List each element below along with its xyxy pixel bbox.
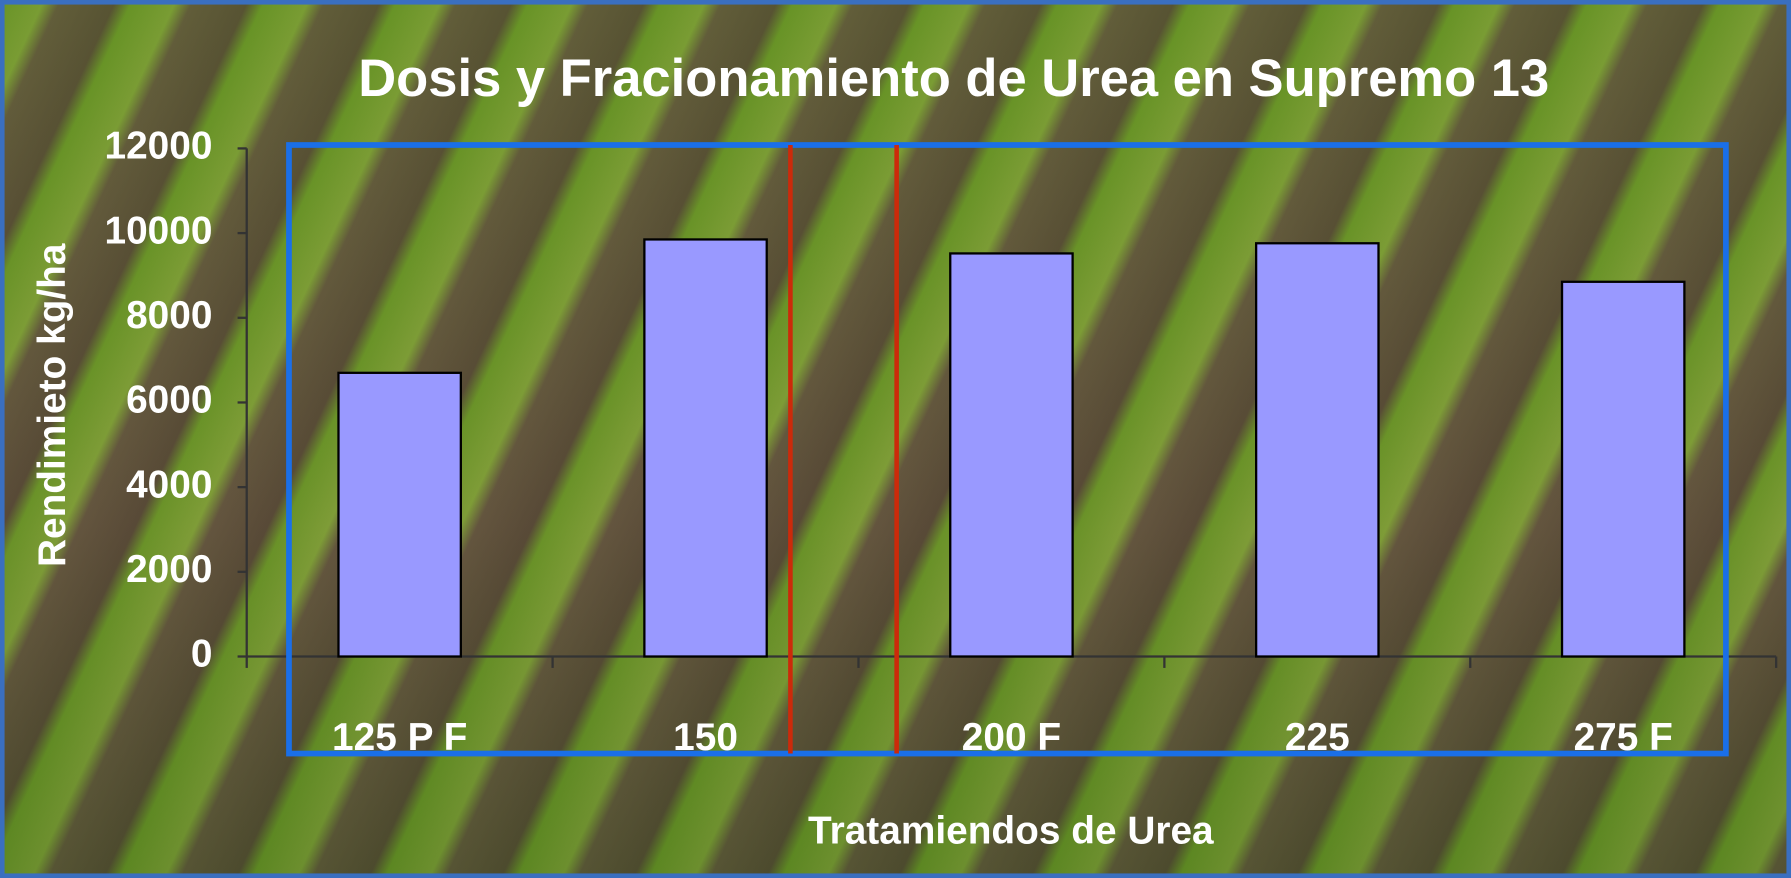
y-tick-label: 10000: [104, 209, 212, 252]
chart-title: Dosis y Fracionamiento de Urea en Suprem…: [358, 49, 1549, 108]
y-tick-label: 0: [191, 633, 213, 676]
x-axis-label: Tratamiendos de Urea: [808, 810, 1214, 853]
page: {"chart_data": {"type": "bar", "title": …: [0, 0, 1791, 878]
y-axis-label: Rendimieto kg/ha: [31, 243, 74, 567]
bar: [1256, 243, 1378, 656]
bar: [338, 373, 460, 657]
y-tick-label: 4000: [126, 463, 212, 506]
bar: [950, 253, 1072, 656]
y-tick-label: 12000: [104, 125, 212, 168]
bar: [644, 239, 766, 656]
bar: [1562, 282, 1684, 657]
chart: Dosis y Fracionamiento de Urea en Suprem…: [0, 0, 1791, 878]
y-tick-label: 6000: [126, 379, 212, 422]
y-tick-label: 8000: [126, 294, 212, 337]
y-tick-label: 2000: [126, 548, 212, 591]
